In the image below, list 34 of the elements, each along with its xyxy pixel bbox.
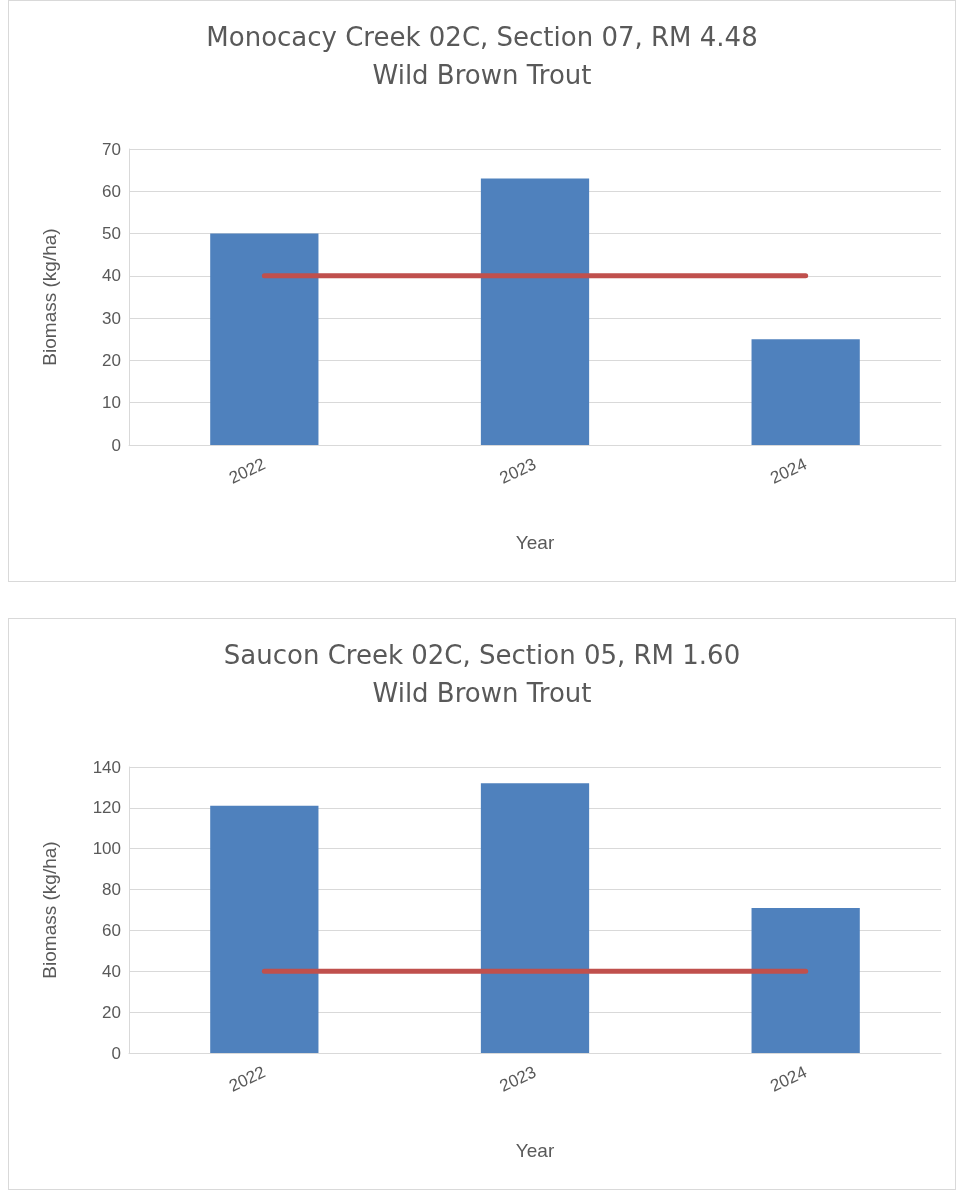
y-tick-label: 20 xyxy=(102,1002,121,1022)
x-tick-label: 2024 xyxy=(767,1062,810,1096)
y-tick-label: 40 xyxy=(102,961,121,981)
y-tick-label: 0 xyxy=(111,435,121,455)
chart-title: Monocacy Creek 02C, Section 07, RM 4.48 Wild Brown Trout xyxy=(206,22,758,90)
x-tick-label: 2023 xyxy=(496,1062,540,1096)
y-tick-label: 70 xyxy=(102,139,121,159)
y-tick-label: 140 xyxy=(92,757,121,777)
y-tick-label: 50 xyxy=(102,224,121,244)
y-tick-label: 40 xyxy=(102,266,121,286)
y-axis-title: Biomass (kg/ha) xyxy=(39,841,60,979)
bar xyxy=(210,805,319,1053)
x-tick-label: 2024 xyxy=(767,454,810,488)
chart-title: Saucon Creek 02C, Section 05, RM 1.60 Wild Brown Trout xyxy=(223,640,741,708)
y-tick-label: 30 xyxy=(102,308,121,328)
bar xyxy=(751,339,860,445)
x-tick-label: 2023 xyxy=(496,454,540,488)
x-axis-title: Year xyxy=(515,1140,555,1161)
y-tick-label: 60 xyxy=(102,920,121,940)
y-axis-title: Biomass (kg/ha) xyxy=(39,228,60,366)
y-tick-label: 20 xyxy=(102,350,121,370)
bar xyxy=(480,783,590,1053)
y-tick-label: 60 xyxy=(102,181,121,201)
x-tick-label: 2022 xyxy=(226,1062,269,1096)
y-tick-label: 0 xyxy=(111,1043,121,1063)
bar xyxy=(751,907,860,1053)
y-tick-label: 120 xyxy=(92,798,121,818)
bar xyxy=(480,178,590,445)
y-tick-label: 10 xyxy=(102,393,121,413)
y-tick-label: 80 xyxy=(102,880,121,900)
x-tick-label: 2022 xyxy=(226,454,269,488)
y-tick-label: 100 xyxy=(92,839,121,859)
x-axis-title: Year xyxy=(515,532,555,553)
bar xyxy=(210,233,319,445)
